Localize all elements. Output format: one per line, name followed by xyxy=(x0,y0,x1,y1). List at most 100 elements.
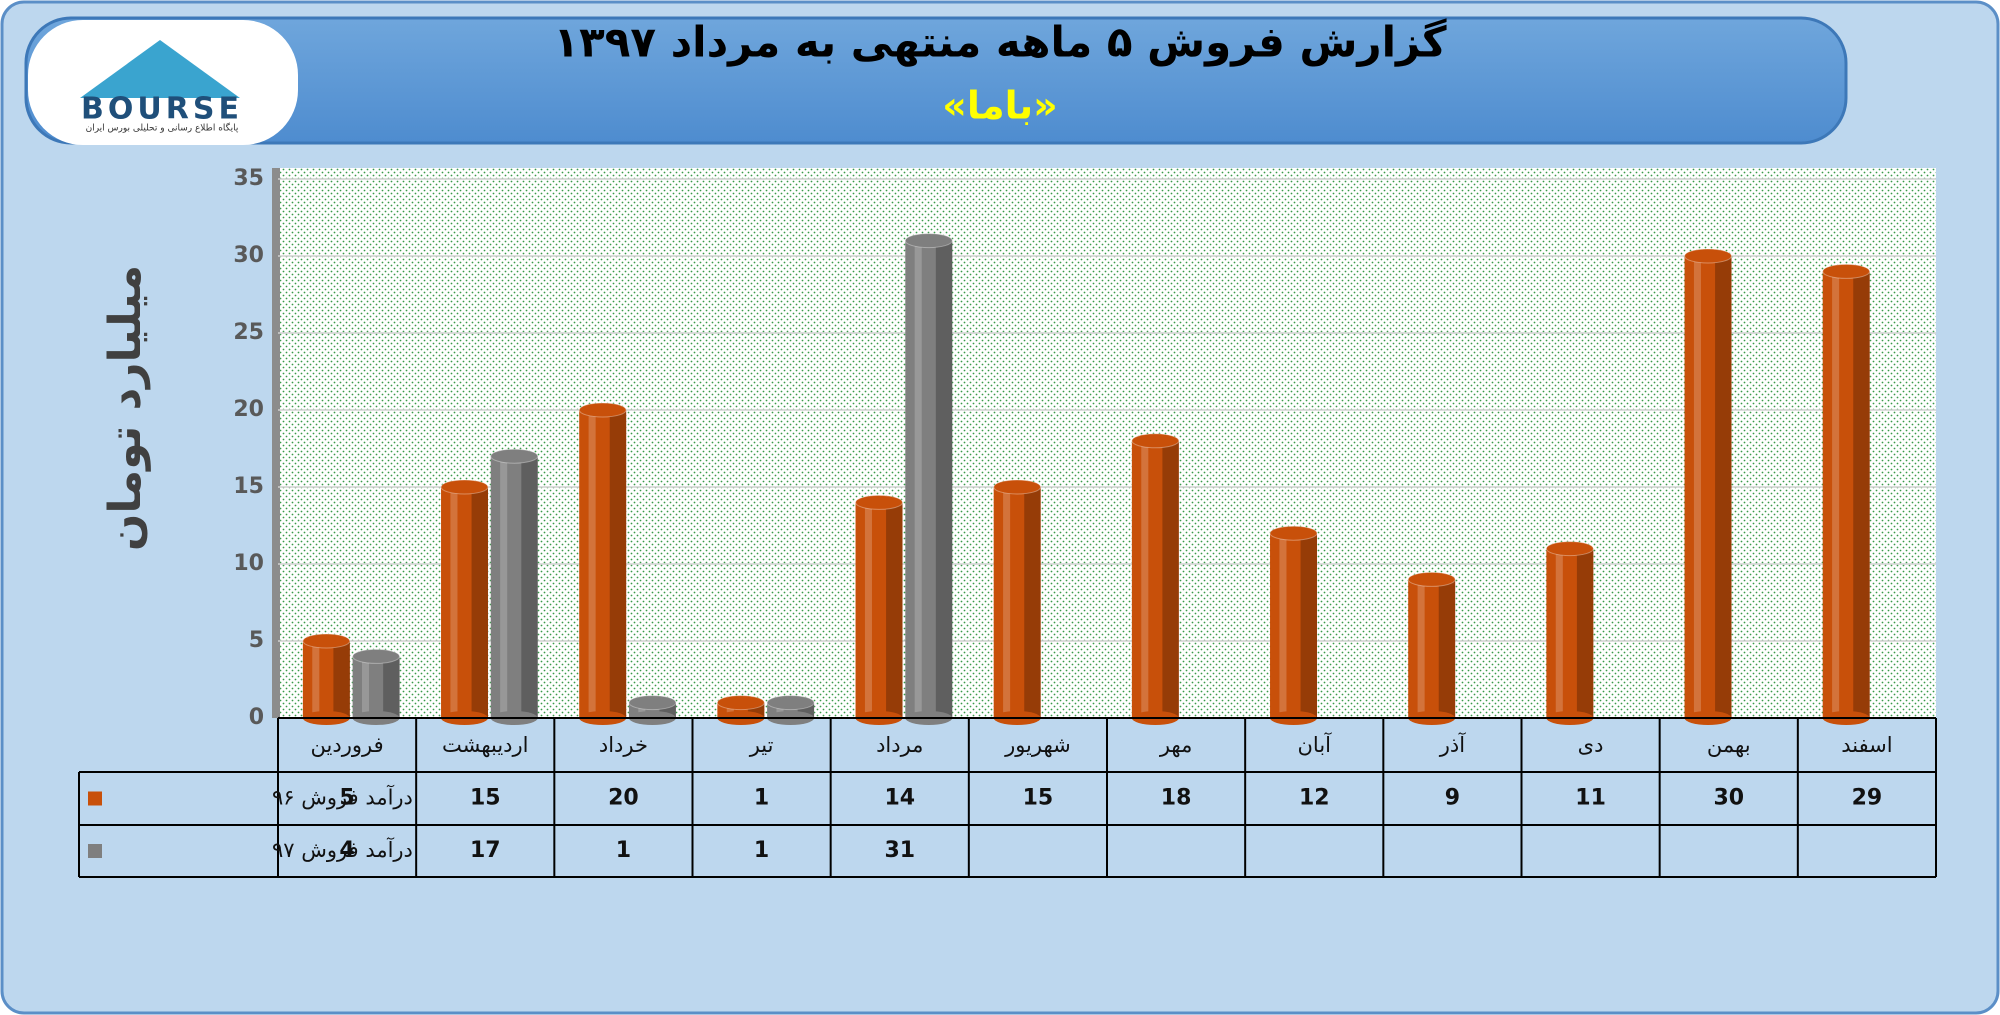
bar-shade xyxy=(1715,256,1732,718)
x-tick-label: فروردین xyxy=(311,733,384,757)
table-value: 9 xyxy=(1445,786,1460,811)
bar-top xyxy=(1545,541,1594,557)
legend-key xyxy=(88,844,102,858)
y-axis-label: میلیارد تومان xyxy=(100,265,151,551)
bar xyxy=(352,656,400,718)
table-value: 31 xyxy=(884,838,915,863)
bar-highlight xyxy=(776,702,784,718)
chart-subtitle: «باما» xyxy=(942,84,1057,128)
bar-top xyxy=(352,648,401,664)
legend-key xyxy=(88,791,102,806)
bar-top xyxy=(766,695,815,711)
bar-highlight xyxy=(1417,579,1425,718)
table-value: 15 xyxy=(1023,786,1054,811)
bar-highlight xyxy=(1693,256,1701,718)
bar-shade xyxy=(935,240,953,718)
table-value: 1 xyxy=(754,786,769,811)
bar-top xyxy=(440,479,489,495)
logo-tagline: پایگاه اطلاع رسانی و تحلیلی بورس ایران xyxy=(86,122,239,134)
x-tick-label: آبان xyxy=(1298,732,1333,757)
bar xyxy=(579,410,627,718)
bar-shade xyxy=(333,641,350,718)
bar-top xyxy=(855,494,904,510)
x-tick-label: اسفند xyxy=(1841,733,1892,757)
table-value: 29 xyxy=(1852,786,1883,811)
bar-highlight xyxy=(312,641,320,718)
bar-highlight xyxy=(638,702,646,718)
logo-text: BOURSE xyxy=(81,92,243,127)
bar-top xyxy=(993,479,1042,495)
y-tick-label: 35 xyxy=(233,166,264,191)
table-value: 1 xyxy=(616,838,631,863)
y-tick-label: 5 xyxy=(249,628,264,653)
bar-top xyxy=(1131,433,1180,449)
bar-top xyxy=(490,448,539,464)
banner xyxy=(24,16,1848,145)
table-value: 18 xyxy=(1161,786,1192,811)
legend-label: درآمد فروش ۹۶ xyxy=(272,785,413,810)
bar xyxy=(1822,271,1870,718)
legend-label: درآمد فروش ۹۷ xyxy=(272,837,413,862)
bar xyxy=(302,641,350,718)
table-value: 4 xyxy=(339,838,354,863)
bar xyxy=(905,240,953,718)
bar-shade xyxy=(886,502,903,718)
y-tick-label: 20 xyxy=(233,397,264,422)
bar-highlight xyxy=(588,410,596,718)
table-value: 1 xyxy=(754,838,769,863)
x-tick-label: خرداد xyxy=(599,733,648,757)
bar xyxy=(855,502,903,718)
bar xyxy=(1684,256,1732,718)
bar-highlight xyxy=(1141,440,1149,718)
bar-shade xyxy=(521,456,538,718)
bar-shade xyxy=(1576,548,1594,718)
x-tick-label: مرداد xyxy=(876,733,923,757)
y-tick-label: 0 xyxy=(249,705,264,730)
bar-highlight xyxy=(1555,548,1563,718)
table-value: 14 xyxy=(884,786,915,811)
logo: BOURSE پایگاه اطلاع رسانی و تحلیلی بورس … xyxy=(28,20,298,145)
bar-shade xyxy=(609,410,627,718)
bar-top xyxy=(1407,571,1456,587)
bar-top xyxy=(904,233,953,249)
table-value: 12 xyxy=(1299,786,1330,811)
bar-top xyxy=(716,695,765,711)
bar-shade xyxy=(1024,487,1041,718)
bar-highlight xyxy=(914,240,922,718)
table-value: 5 xyxy=(339,786,354,811)
bar-highlight xyxy=(450,487,458,718)
plot-area xyxy=(278,168,1936,718)
x-tick-label: تیر xyxy=(749,733,774,757)
bar-top xyxy=(578,402,627,418)
bar-top xyxy=(1822,263,1871,279)
x-tick-label: آذر xyxy=(1439,732,1466,757)
bar-shade xyxy=(1162,440,1179,718)
bar-shade xyxy=(383,656,400,718)
bar-highlight xyxy=(726,702,734,718)
bar xyxy=(441,487,489,718)
x-tick-label: مهر xyxy=(1159,733,1193,757)
y-tick-label: 15 xyxy=(233,474,264,499)
chart-title: گزارش فروش ۵ ماهه منتهی به مرداد ۱۳۹۷ xyxy=(553,18,1447,68)
bar-highlight xyxy=(500,456,508,718)
bar xyxy=(1131,440,1179,718)
bar xyxy=(1270,533,1318,718)
bar-highlight xyxy=(1003,487,1011,718)
bar xyxy=(1546,548,1594,718)
y-tick-label: 10 xyxy=(233,551,264,576)
bar xyxy=(1408,579,1456,718)
bar-highlight xyxy=(864,502,872,718)
y-tick-label: 30 xyxy=(233,243,264,268)
bar-top xyxy=(1684,248,1733,264)
y-tick-label: 25 xyxy=(233,320,264,345)
x-tick-label: بهمن xyxy=(1707,733,1751,757)
table-value: 17 xyxy=(470,838,501,863)
table-value: 11 xyxy=(1575,786,1606,811)
bar xyxy=(993,487,1041,718)
bar-highlight xyxy=(1832,271,1840,718)
bar-top xyxy=(302,633,351,649)
bar xyxy=(490,456,538,718)
table-value: 15 xyxy=(470,786,501,811)
bar-shade xyxy=(1438,579,1456,718)
